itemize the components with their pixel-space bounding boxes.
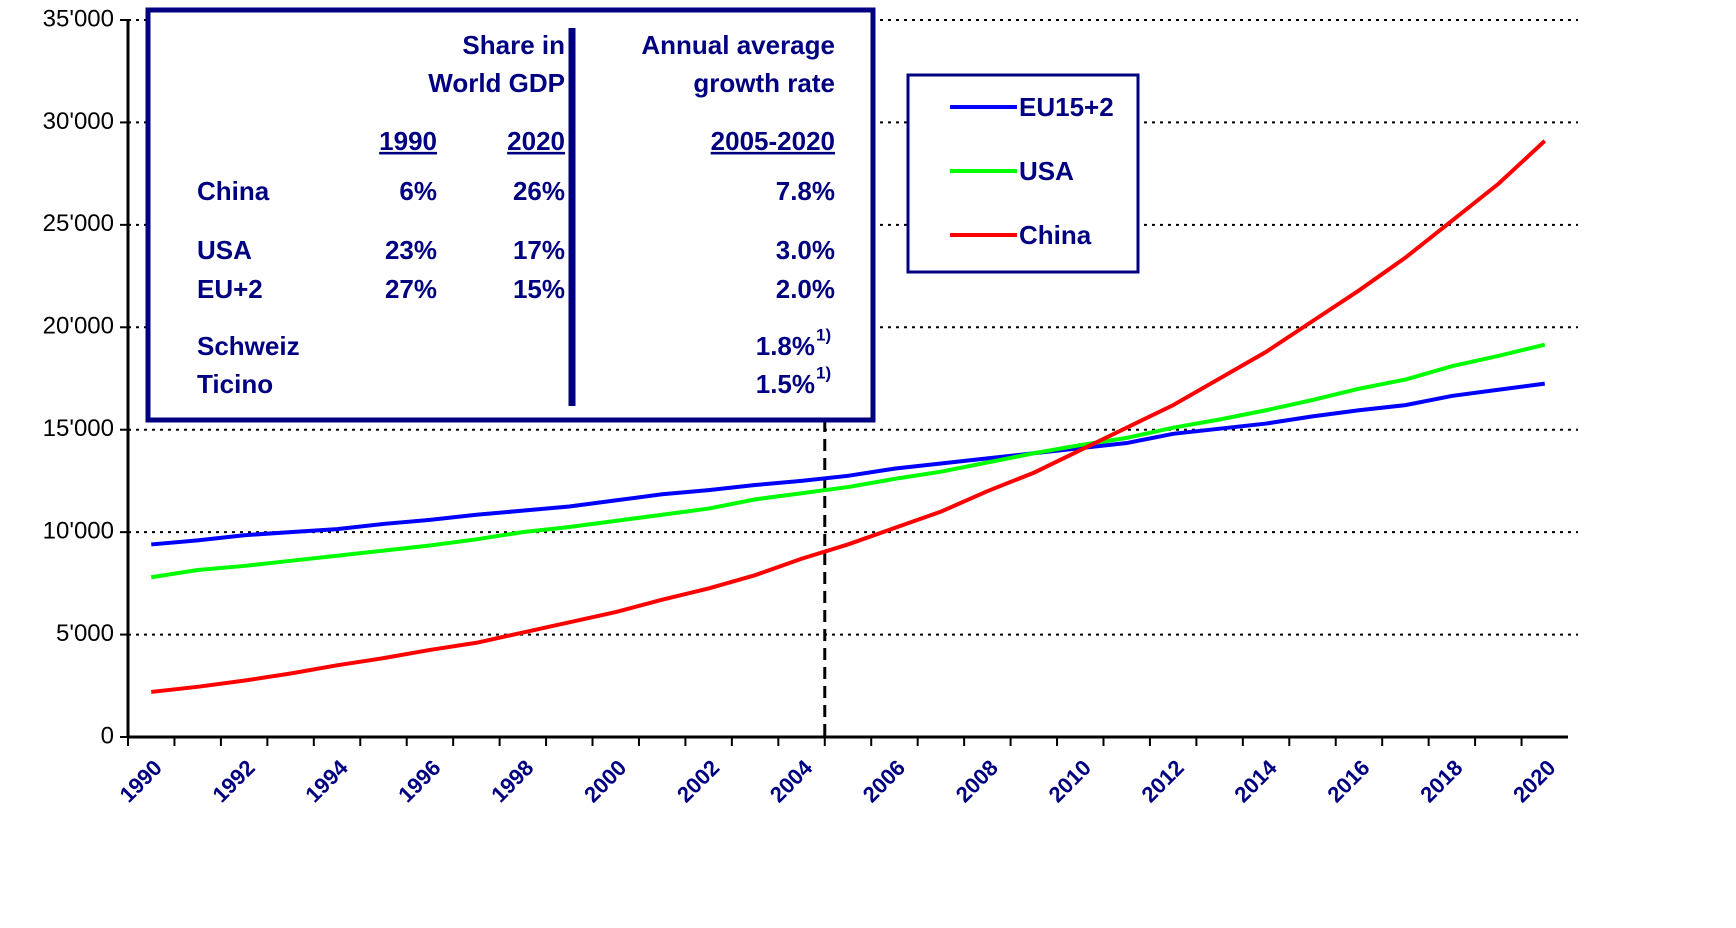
x-tick-label: 2004	[765, 754, 818, 807]
row-label: USA	[197, 235, 252, 265]
column-header: 2005-2020	[711, 126, 835, 156]
series-line	[151, 139, 1547, 694]
table-header: growth rate	[693, 68, 835, 98]
cell: 6%	[399, 176, 437, 206]
x-tick-label: 1992	[207, 755, 259, 807]
column-header: 1990	[379, 126, 437, 156]
x-tick-label: 2010	[1044, 755, 1096, 807]
table-box	[145, 7, 876, 423]
x-tick-label: 2020	[1508, 755, 1560, 807]
cell: 27%	[385, 274, 437, 304]
x-tick-label: 2002	[672, 755, 724, 807]
x-tick-label: 1998	[486, 755, 538, 807]
y-tick-label: 0	[101, 722, 114, 749]
cell: 3.0%	[776, 235, 835, 265]
legend-label: USA	[1019, 156, 1074, 186]
row-label: China	[197, 176, 270, 206]
x-tick-label: 2018	[1415, 755, 1467, 807]
x-tick-label: 1996	[393, 755, 445, 807]
column-header: 2020	[507, 126, 565, 156]
row-label: Schweiz	[197, 331, 300, 361]
cell: 1.8%	[756, 331, 815, 361]
series-line	[150, 342, 1546, 580]
x-tick-label: 2014	[1229, 754, 1282, 807]
table-header: World GDP	[428, 68, 565, 98]
cell: 15%	[513, 274, 565, 304]
x-tick-label: 1990	[115, 755, 167, 807]
cell: 26%	[513, 176, 565, 206]
cell: 7.8%	[776, 176, 835, 206]
legend-box	[906, 73, 1140, 274]
table-header: Share in	[462, 30, 565, 60]
cell: 1.5%	[756, 369, 815, 399]
y-tick-label: 25'000	[43, 210, 114, 237]
cell: 23%	[385, 235, 437, 265]
y-tick-label: 5'000	[56, 620, 114, 647]
footnote-mark: 1)	[816, 363, 831, 382]
legend-label: EU15+2	[1019, 92, 1114, 122]
x-tick-label: 1994	[300, 754, 353, 807]
y-tick-label: 30'000	[43, 108, 114, 135]
y-tick-label: 10'000	[43, 517, 114, 544]
series-line	[151, 381, 1546, 547]
legend-label: China	[1019, 220, 1092, 250]
table-header: Annual average	[641, 30, 835, 60]
cell: 17%	[513, 235, 565, 265]
y-tick-label: 35'000	[43, 5, 114, 32]
row-label: EU+2	[197, 274, 263, 304]
y-tick-label: 20'000	[43, 313, 114, 340]
footnote-mark: 1)	[816, 325, 831, 344]
x-tick-label: 2000	[579, 755, 631, 807]
y-tick-label: 15'000	[43, 415, 114, 442]
x-tick-label: 2012	[1137, 755, 1189, 807]
x-tick-label: 2006	[858, 755, 910, 807]
row-label: Ticino	[197, 369, 273, 399]
cell: 2.0%	[776, 274, 835, 304]
x-tick-label: 2016	[1322, 755, 1374, 807]
x-tick-label: 2008	[951, 755, 1003, 807]
